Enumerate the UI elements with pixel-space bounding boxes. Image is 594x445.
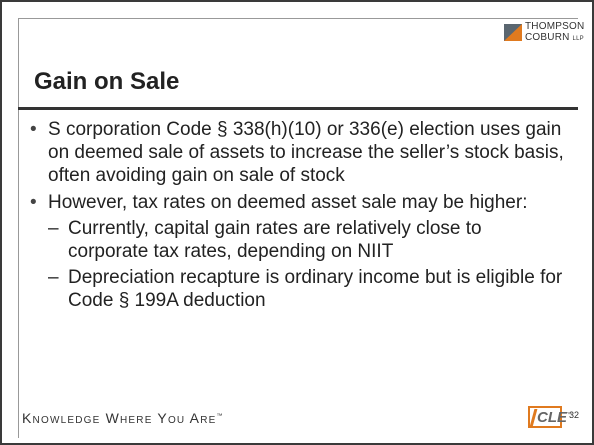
logo-icon	[504, 24, 522, 41]
logo-line: COBURN LLP	[525, 31, 584, 45]
logo-text: THOMPSON COBURN LLP	[525, 21, 585, 45]
tagline: Knowledge Where You Are™	[22, 410, 223, 426]
frame-line	[18, 18, 19, 438]
trademark: ™	[216, 413, 223, 420]
badge-mark: ™	[567, 412, 572, 418]
title-rule	[18, 107, 578, 110]
tagline-text: Knowledge Where You Are	[22, 410, 217, 426]
slide-body: S corporation Code § 338(h)(10) or 336(e…	[26, 114, 566, 312]
cle-badge: CLE™	[528, 406, 572, 428]
sub-bullet: Depreciation recapture is ordinary incom…	[26, 266, 566, 312]
badge-label: CLE	[537, 409, 567, 426]
sub-bullet: Currently, capital gain rates are relati…	[26, 217, 566, 263]
slide-title: Gain on Sale	[34, 68, 180, 95]
logo-line: THOMPSON	[525, 21, 585, 32]
logo-line: COBURN	[525, 31, 570, 43]
bullet-list: S corporation Code § 338(h)(10) or 336(e…	[26, 118, 566, 312]
logo: THOMPSON COBURN LLP	[504, 21, 586, 45]
page-number: 32	[569, 410, 580, 420]
bullet: S corporation Code § 338(h)(10) or 336(e…	[26, 118, 566, 187]
bullet: However, tax rates on deemed asset sale …	[26, 191, 566, 214]
frame-line	[18, 18, 578, 19]
logo-suffix: LLP	[572, 35, 584, 42]
badge-text: CLE™	[537, 409, 572, 426]
